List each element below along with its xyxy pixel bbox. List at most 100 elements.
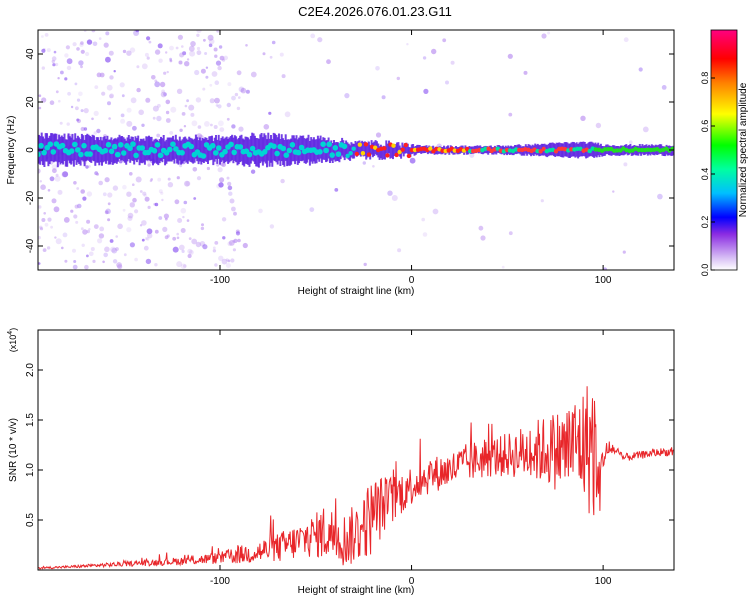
scatter-point [58,99,61,103]
spectrogram-ylabel: Frequency (Hz) [6,116,17,185]
scatter-point [184,180,190,187]
scatter-point [51,59,55,64]
scatter-point [211,71,218,77]
scatter-point [214,263,218,267]
scatter-point [547,31,551,35]
scatter-point [281,74,286,79]
ridge-point [615,148,620,153]
scatter-point [245,44,248,47]
scatter-point [158,189,163,194]
scatter-point [176,232,179,236]
scatter-point [263,124,270,130]
ridge-point [286,147,293,154]
scatter-point [74,204,79,209]
ridge-point [406,153,412,159]
scatter-point [212,249,217,253]
band-slice [359,142,362,157]
scatter-point [122,49,127,54]
scatter-point [132,125,137,131]
scatter-point [42,248,47,253]
band-slice [133,140,136,165]
scatter-point [344,93,350,99]
x-tick-label: -100 [210,275,230,286]
snr-axes: -100 0 100 0.5 1.0 1.5 2.0 [25,330,674,587]
scatter-point [309,207,315,213]
scatter-point [179,128,183,132]
band-slice [384,146,386,160]
scatter-point [197,125,202,129]
spectrogram-scatter [38,30,667,270]
scatter-point [147,205,151,209]
scatter-point [181,45,184,48]
scatter-point [91,117,94,121]
scatter-point [623,162,628,167]
band-slice [146,136,149,161]
band-slice [220,137,223,162]
scatter-point [422,56,427,60]
band-slice [334,142,337,162]
scatter-point [66,122,70,126]
scatter-point [541,33,547,39]
ridge-point [216,145,222,151]
scatter-point [73,181,77,185]
ridge-point [431,149,436,154]
band-slice [178,136,181,161]
scatter-point [64,259,68,263]
band-slice [67,133,70,161]
scatter-point [92,41,98,47]
scatter-point [72,264,78,270]
scatter-point [409,157,416,164]
scatter-point [46,48,51,53]
scatter-point [129,172,133,176]
scatter-point [91,30,96,33]
colorbar-ticks: 0.0 0.2 0.4 0.6 0.8 [700,72,715,276]
band-slice [87,134,90,161]
scatter-point [80,65,83,69]
snr-panel: -100 0 100 0.5 1.0 1.5 2.0 Height of straight … [7,328,675,596]
scatter-point [214,80,220,85]
band-slice [107,139,110,165]
scatter-point [165,118,171,123]
scatter-point [57,189,63,195]
scatter-point [109,239,114,243]
scatter-point [51,164,58,171]
scatter-point [423,88,429,94]
y-tick-label: -40 [25,238,36,253]
band-slice [339,141,342,160]
ridge-point [249,145,256,152]
scatter-point [115,235,118,238]
band-slice [215,135,217,159]
ridge-point [151,148,158,154]
scatter-point [139,190,143,193]
scatter-point [157,177,162,182]
scatter-point [221,162,227,168]
band-slice [385,140,388,154]
scatter-point [231,206,236,212]
scatter-point [223,55,228,61]
scatter-point [116,262,122,268]
scatter-point [234,92,239,97]
band-slice [138,141,141,166]
ridge-point [231,149,237,156]
scatter-point [334,188,339,192]
band-slice [260,133,263,162]
scatter-point [86,191,93,197]
ridge-point [173,146,179,152]
scatter-point [638,67,643,72]
band-slice [351,143,354,159]
scatter-point [157,103,161,108]
scatter-point [126,107,132,113]
scatter-point [142,191,147,196]
scatter-point [75,106,79,111]
band-slice [346,142,349,159]
scatter-point [102,192,107,197]
band-slice [316,135,319,160]
scatter-point [129,202,135,208]
scatter-point [83,127,88,131]
ridge-point [428,146,433,151]
ridge-point [385,153,390,158]
scatter-point [154,79,158,83]
scatter-point [55,90,59,94]
scatter-point [215,104,219,107]
